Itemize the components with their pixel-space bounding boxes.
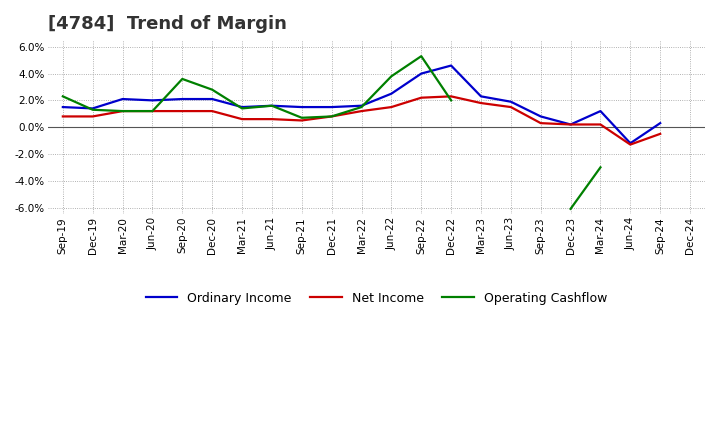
Operating Cashflow <box>417 54 426 59</box>
Ordinary Income <box>118 96 127 102</box>
Net Income <box>566 122 575 127</box>
Operating Cashflow <box>447 98 456 103</box>
Net Income <box>596 122 605 127</box>
Net Income <box>626 142 634 147</box>
Net Income <box>268 117 276 122</box>
Ordinary Income <box>328 104 336 110</box>
Net Income <box>118 108 127 114</box>
Net Income <box>238 117 246 122</box>
Ordinary Income <box>447 63 456 68</box>
Net Income <box>387 104 396 110</box>
Net Income <box>297 118 306 123</box>
Ordinary Income <box>58 104 67 110</box>
Operating Cashflow <box>148 108 157 114</box>
Ordinary Income <box>238 104 246 110</box>
Operating Cashflow <box>328 114 336 119</box>
Operating Cashflow <box>208 87 217 92</box>
Ordinary Income <box>626 141 634 146</box>
Ordinary Income <box>89 106 97 111</box>
Net Income <box>58 114 67 119</box>
Legend: Ordinary Income, Net Income, Operating Cashflow: Ordinary Income, Net Income, Operating C… <box>141 286 612 310</box>
Net Income <box>208 108 217 114</box>
Operating Cashflow <box>238 106 246 111</box>
Ordinary Income <box>178 96 186 102</box>
Operating Cashflow <box>268 103 276 108</box>
Line: Operating Cashflow: Operating Cashflow <box>63 56 600 209</box>
Net Income <box>447 94 456 99</box>
Ordinary Income <box>656 121 665 126</box>
Ordinary Income <box>507 99 516 104</box>
Ordinary Income <box>477 94 485 99</box>
Operating Cashflow <box>566 206 575 212</box>
Text: [4784]  Trend of Margin: [4784] Trend of Margin <box>48 15 287 33</box>
Ordinary Income <box>596 108 605 114</box>
Net Income <box>328 114 336 119</box>
Ordinary Income <box>417 71 426 76</box>
Net Income <box>507 104 516 110</box>
Ordinary Income <box>566 122 575 127</box>
Operating Cashflow <box>118 108 127 114</box>
Net Income <box>417 95 426 100</box>
Ordinary Income <box>297 104 306 110</box>
Net Income <box>178 108 186 114</box>
Operating Cashflow <box>297 115 306 121</box>
Net Income <box>89 114 97 119</box>
Operating Cashflow <box>357 104 366 110</box>
Operating Cashflow <box>58 94 67 99</box>
Operating Cashflow <box>387 73 396 79</box>
Net Income <box>656 131 665 136</box>
Net Income <box>148 108 157 114</box>
Ordinary Income <box>536 114 545 119</box>
Ordinary Income <box>387 91 396 96</box>
Net Income <box>477 100 485 106</box>
Line: Ordinary Income: Ordinary Income <box>63 66 660 143</box>
Ordinary Income <box>268 103 276 108</box>
Ordinary Income <box>357 103 366 108</box>
Ordinary Income <box>148 98 157 103</box>
Operating Cashflow <box>89 107 97 112</box>
Ordinary Income <box>208 96 217 102</box>
Operating Cashflow <box>178 76 186 81</box>
Operating Cashflow <box>596 165 605 170</box>
Net Income <box>357 108 366 114</box>
Net Income <box>536 121 545 126</box>
Line: Net Income: Net Income <box>63 96 660 145</box>
